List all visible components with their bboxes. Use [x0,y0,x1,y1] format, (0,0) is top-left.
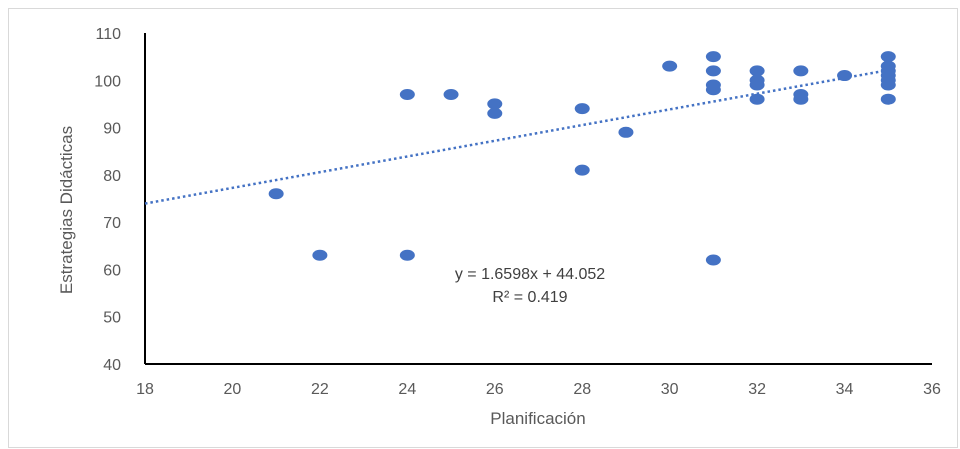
data-point [574,103,590,115]
data-point [268,188,284,200]
x-tick-labels: 18 20 22 24 26 28 30 32 34 36 [136,381,941,398]
y-tick-label: 70 [103,215,121,232]
data-point [399,249,415,261]
x-tick-label: 34 [836,381,854,398]
data-point [880,93,896,105]
x-tick-label: 24 [398,381,416,398]
y-tick-label: 50 [103,310,121,327]
x-tick-label: 26 [486,381,504,398]
y-tick-label: 40 [103,357,121,374]
y-tick-label: 60 [103,262,121,279]
chart-frame [8,8,958,448]
x-tick-label: 32 [748,381,766,398]
data-point [837,70,853,82]
x-tick-label: 30 [661,381,679,398]
y-tick-label: 80 [103,168,121,185]
data-point [399,88,415,100]
y-axis-title: Estrategias Didácticas [57,126,76,294]
data-point [880,79,896,91]
data-point [312,249,328,261]
y-tick-labels: 40 50 60 70 80 90 100 110 [94,26,121,374]
data-point [880,51,896,63]
y-tick-label: 110 [95,26,121,43]
data-point [793,93,809,105]
x-tick-label: 22 [311,381,329,398]
trendline-r-squared: R² = 0.419 [492,289,567,306]
y-tick-label: 90 [103,121,121,138]
data-point [705,51,721,63]
trendline-equation: y = 1.6598x + 44.052 [455,266,605,283]
x-tick-label: 20 [224,381,242,398]
data-point [749,65,765,77]
data-point [705,84,721,96]
data-point [618,126,634,138]
trendline [144,68,889,205]
data-points [268,51,896,266]
data-point [487,98,503,110]
data-point [574,164,590,176]
y-tick-label: 100 [94,73,121,90]
data-point [443,88,459,100]
data-point [705,65,721,77]
data-point [487,107,503,119]
data-point [705,254,721,266]
x-tick-label: 36 [923,381,941,398]
data-point [749,93,765,105]
x-tick-label: 18 [136,381,154,398]
data-point [793,65,809,77]
x-tick-label: 28 [573,381,591,398]
data-point [749,79,765,91]
x-axis-title: Planificación [490,409,585,428]
data-point [662,60,678,72]
